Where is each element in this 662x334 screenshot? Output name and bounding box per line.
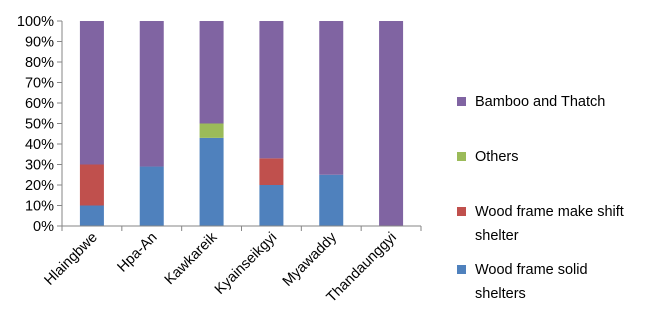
y-tick-label: 70%	[25, 76, 54, 92]
legend-swatch-wood-frame-solid-shelters	[457, 265, 466, 274]
legend-label-others: Others	[475, 149, 519, 165]
x-tick-label: Hpa-An	[114, 230, 160, 276]
bar-segment-wood-frame-solid-shelters	[259, 185, 284, 226]
legend-label-wood-frame-make-shift-shelter: shelter	[475, 228, 519, 244]
y-tick-label: 100%	[17, 14, 54, 30]
y-tick-label: 40%	[25, 137, 54, 153]
bar-segment-bamboo-and-thatch	[79, 21, 104, 165]
bar-segment-wood-frame-solid-shelters	[79, 205, 104, 226]
y-tick-label: 10%	[25, 199, 54, 215]
x-tick-label: Kyainseikgyi	[212, 230, 280, 298]
legend-swatch-wood-frame-make-shift-shelter	[457, 207, 466, 216]
legend-label-bamboo-and-thatch: Bamboo and Thatch	[475, 94, 605, 110]
bar-segment-bamboo-and-thatch	[139, 21, 164, 167]
bar-segment-wood-frame-solid-shelters	[199, 137, 224, 226]
y-tick-label: 80%	[25, 55, 54, 71]
legend-swatch-bamboo-and-thatch	[457, 97, 466, 106]
y-tick-label: 90%	[25, 35, 54, 51]
bar-segment-wood-frame-make-shift-shelter	[79, 164, 104, 206]
legend-label-wood-frame-solid-shelters: shelters	[475, 286, 526, 302]
legend-swatch-others	[457, 152, 466, 161]
bar-segment-bamboo-and-thatch	[259, 21, 284, 159]
x-tick-label: Kawkareik	[162, 229, 221, 288]
bar-segment-bamboo-and-thatch	[319, 21, 344, 175]
x-tick-label: Hlaingbwe	[42, 230, 101, 289]
bar-segment-wood-frame-make-shift-shelter	[259, 158, 284, 185]
bar-segment-wood-frame-solid-shelters	[139, 166, 164, 226]
y-tick-label: 60%	[25, 96, 54, 112]
legend-label-wood-frame-solid-shelters: Wood frame solid	[475, 262, 588, 278]
y-tick-label: 30%	[25, 158, 54, 174]
bar-segment-wood-frame-solid-shelters	[319, 174, 344, 226]
bar-segment-bamboo-and-thatch	[379, 21, 404, 226]
bar-segment-bamboo-and-thatch	[199, 21, 224, 124]
y-tick-label: 50%	[25, 117, 54, 133]
bar-segment-others	[199, 123, 224, 138]
y-tick-label: 0%	[33, 219, 54, 235]
x-tick-label: Myawaddy	[280, 229, 341, 290]
y-tick-label: 20%	[25, 178, 54, 194]
legend-label-wood-frame-make-shift-shelter: Wood frame make shift	[475, 204, 624, 220]
